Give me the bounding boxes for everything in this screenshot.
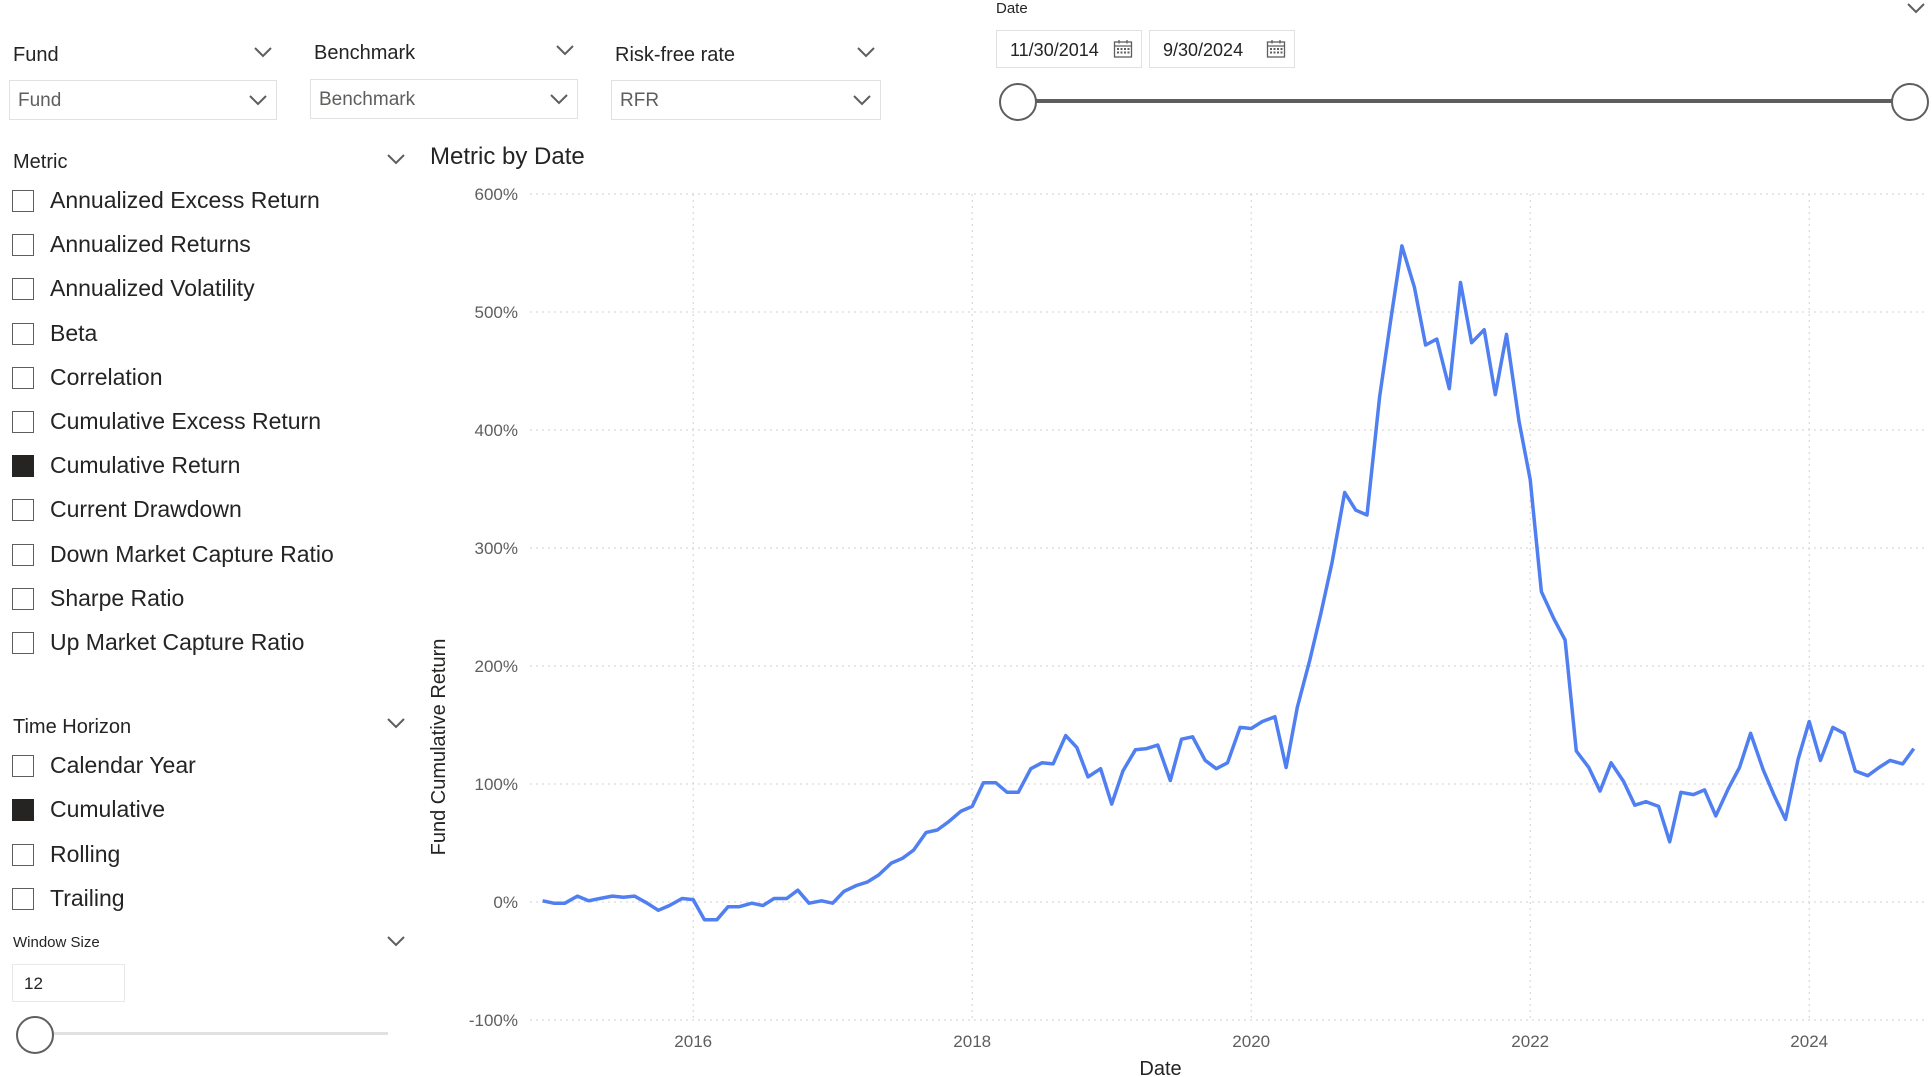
chevron-down-icon <box>850 88 874 112</box>
benchmark-dropdown[interactable]: Benchmark <box>310 79 578 119</box>
fund-dropdown[interactable]: Fund <box>9 80 277 120</box>
window-size-value: 12 <box>24 974 43 994</box>
x-tick-label: 2018 <box>953 1032 991 1051</box>
checklist-item-label: Annualized Excess Return <box>50 187 320 214</box>
fund-slicer-title: Fund <box>13 44 59 67</box>
chevron-down-icon[interactable] <box>384 147 408 171</box>
chevron-down-icon[interactable] <box>251 40 275 64</box>
start-date-input[interactable]: 11/30/2014 <box>996 30 1142 68</box>
y-axis-title: Fund Cumulative Return <box>428 639 450 856</box>
x-tick-label: 2020 <box>1232 1032 1270 1051</box>
checkbox-checked[interactable] <box>12 455 34 477</box>
checklist-item-label: Down Market Capture Ratio <box>50 541 334 568</box>
checkbox[interactable] <box>12 544 34 566</box>
x-tick-label: 2016 <box>674 1032 712 1051</box>
chevron-down-icon <box>547 87 571 111</box>
checkbox-checked[interactable] <box>12 799 34 821</box>
rfr-slicer-title: Risk-free rate <box>615 44 735 67</box>
checkbox[interactable] <box>12 190 34 212</box>
chevron-down-icon[interactable] <box>854 40 878 64</box>
y-tick-label: 100% <box>475 775 518 794</box>
date-slicer-title: Date <box>996 0 1028 17</box>
chevron-down-icon[interactable] <box>384 711 408 735</box>
y-tick-label: 600% <box>475 185 518 204</box>
window-size-title: Window Size <box>13 934 100 951</box>
y-tick-label: 500% <box>475 303 518 322</box>
window-size-track[interactable] <box>34 1032 388 1035</box>
end-date-value: 9/30/2024 <box>1163 40 1243 61</box>
window-size-handle[interactable] <box>16 1016 54 1054</box>
y-tick-label: 400% <box>475 421 518 440</box>
rfr-dropdown[interactable]: RFR <box>611 80 881 120</box>
calendar-icon[interactable] <box>1113 39 1133 59</box>
series-line <box>543 246 1914 920</box>
benchmark-slicer-title: Benchmark <box>314 42 415 65</box>
checkbox[interactable] <box>12 632 34 654</box>
checklist-item-label: Cumulative Excess Return <box>50 408 321 435</box>
metric-slicer-title: Metric <box>13 151 67 174</box>
checklist-item-label: Current Drawdown <box>50 496 242 523</box>
checkbox[interactable] <box>12 411 34 433</box>
time-horizon-slicer-title: Time Horizon <box>13 716 131 739</box>
checkbox[interactable] <box>12 323 34 345</box>
checklist-item-label: Annualized Returns <box>50 231 251 258</box>
checklist-item-label: Trailing <box>50 885 125 912</box>
y-tick-label: 300% <box>475 539 518 558</box>
rfr-dropdown-value: RFR <box>620 90 659 112</box>
start-date-value: 11/30/2014 <box>1010 40 1099 61</box>
chevron-down-icon[interactable] <box>553 38 577 62</box>
calendar-icon[interactable] <box>1266 39 1286 59</box>
checkbox[interactable] <box>12 367 34 389</box>
x-tick-label: 2022 <box>1511 1032 1549 1051</box>
end-date-input[interactable]: 9/30/2024 <box>1149 30 1295 68</box>
date-range-end-handle[interactable] <box>1891 83 1929 121</box>
date-range-track[interactable] <box>1018 99 1910 103</box>
checkbox[interactable] <box>12 278 34 300</box>
checklist-item-label: Rolling <box>50 841 120 868</box>
chevron-down-icon[interactable] <box>1904 0 1928 20</box>
checklist-item-label: Annualized Volatility <box>50 275 255 302</box>
line-chart: -100% 0% 100% 200% 300% 400% 500% 600% 2016 2018 2… <box>420 140 1930 1077</box>
checklist-item-label: Up Market Capture Ratio <box>50 629 304 656</box>
window-size-input[interactable]: 12 <box>12 964 125 1002</box>
x-axis-title: Date <box>1139 1058 1181 1077</box>
checklist-item-label: Correlation <box>50 364 163 391</box>
checkbox[interactable] <box>12 234 34 256</box>
y-tick-label: 0% <box>493 893 518 912</box>
checkbox[interactable] <box>12 588 34 610</box>
checkbox[interactable] <box>12 755 34 777</box>
date-range-start-handle[interactable] <box>999 83 1037 121</box>
fund-dropdown-value: Fund <box>18 90 61 112</box>
checkbox[interactable] <box>12 499 34 521</box>
checklist-item-label: Calendar Year <box>50 752 196 779</box>
y-tick-label: 200% <box>475 657 518 676</box>
benchmark-dropdown-value: Benchmark <box>319 89 415 111</box>
y-tick-label: -100% <box>469 1011 518 1030</box>
x-tick-label: 2024 <box>1790 1032 1828 1051</box>
chevron-down-icon[interactable] <box>384 929 408 953</box>
checklist-item-label: Beta <box>50 320 97 347</box>
checkbox[interactable] <box>12 844 34 866</box>
chevron-down-icon <box>246 88 270 112</box>
checklist-item-label: Cumulative Return <box>50 452 240 479</box>
checkbox[interactable] <box>12 888 34 910</box>
checklist-item-label: Sharpe Ratio <box>50 585 184 612</box>
checklist-item-label: Cumulative <box>50 796 165 823</box>
